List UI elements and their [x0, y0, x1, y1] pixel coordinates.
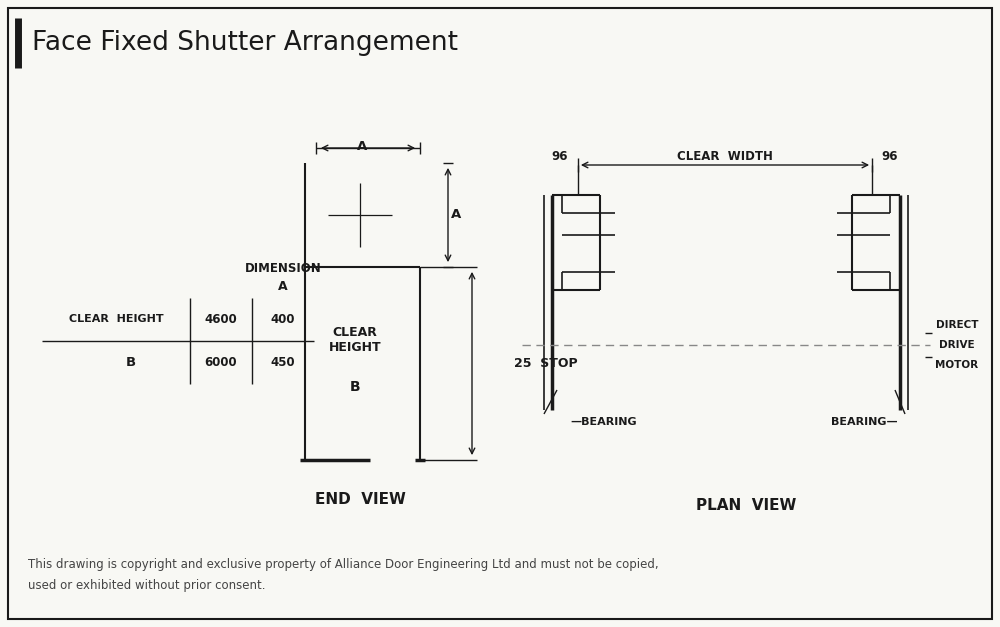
Bar — [882, 297, 900, 398]
Bar — [42, 298, 314, 384]
Text: A: A — [278, 280, 288, 293]
Text: 400: 400 — [271, 313, 295, 326]
Text: DIRECT: DIRECT — [936, 320, 978, 330]
Text: DIMENSION: DIMENSION — [245, 261, 321, 275]
Bar — [349, 135, 375, 157]
Bar — [120, 350, 143, 372]
Text: A: A — [357, 139, 367, 152]
Bar — [271, 276, 295, 297]
Text: 25  STOP: 25 STOP — [514, 357, 578, 370]
Text: END  VIEW: END VIEW — [315, 492, 405, 507]
Text: CLEAR  HEIGHT: CLEAR HEIGHT — [69, 315, 163, 325]
Text: CLEAR
HEIGHT: CLEAR HEIGHT — [329, 326, 381, 354]
Text: MOTOR: MOTOR — [935, 360, 979, 370]
Text: PLAN  VIEW: PLAN VIEW — [696, 497, 796, 512]
Text: 6000: 6000 — [205, 356, 237, 369]
Text: Face Fixed Shutter Arrangement: Face Fixed Shutter Arrangement — [32, 30, 458, 56]
Bar — [552, 297, 570, 398]
Bar — [341, 374, 368, 398]
Text: 96: 96 — [882, 150, 898, 164]
Bar — [316, 163, 420, 267]
Text: CLEAR  WIDTH: CLEAR WIDTH — [677, 150, 773, 164]
Bar — [527, 315, 549, 375]
Bar — [932, 265, 982, 425]
Text: 4600: 4600 — [205, 313, 237, 326]
Text: DRIVE: DRIVE — [939, 340, 975, 350]
Bar — [570, 305, 882, 390]
Text: BEARING—: BEARING— — [831, 417, 898, 427]
Text: This drawing is copyright and exclusive property of Alliance Door Engineering Lt: This drawing is copyright and exclusive … — [28, 558, 659, 592]
Text: —BEARING: —BEARING — [570, 417, 637, 427]
Text: 450: 450 — [271, 356, 295, 369]
Text: B: B — [126, 356, 136, 369]
Bar — [452, 202, 478, 224]
Text: A: A — [451, 209, 461, 221]
Text: 96: 96 — [552, 150, 568, 164]
Bar — [903, 315, 925, 375]
Text: B: B — [350, 380, 360, 394]
